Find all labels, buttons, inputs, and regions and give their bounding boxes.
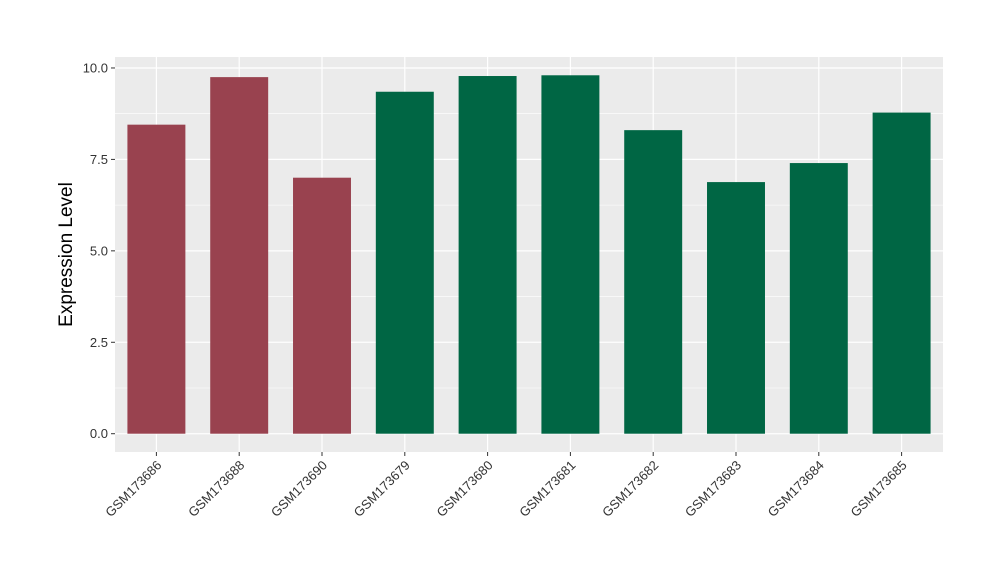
bar-GSM173684: [789, 163, 848, 434]
bar-GSM173679: [375, 91, 434, 434]
x-tick-label: GSM173688: [185, 458, 247, 520]
x-tick-label: GSM173681: [516, 458, 578, 520]
bar-GSM173682: [624, 130, 683, 434]
bar-GSM173683: [707, 182, 765, 434]
y-tick-label: 5.0: [90, 243, 108, 258]
bar-GSM173681: [541, 75, 600, 434]
y-tick-label: 2.5: [90, 335, 108, 350]
y-axis-ticks: 0.0 2.5 5.0 7.5 10.0: [83, 60, 115, 441]
x-tick-label: GSM173682: [599, 458, 661, 520]
x-tick-label: GSM173690: [268, 458, 330, 520]
x-tick-label: GSM173686: [102, 458, 164, 520]
y-tick-label: 7.5: [90, 152, 108, 167]
bar-GSM173690: [293, 177, 351, 434]
bar-GSM173685: [872, 112, 931, 434]
y-tick-label: 10.0: [83, 60, 108, 75]
x-tick-label: GSM173684: [765, 458, 827, 520]
bars: [127, 75, 931, 434]
x-tick-label: GSM173679: [351, 458, 413, 520]
x-tick-label: GSM173680: [433, 458, 495, 520]
y-axis-title: Expression Level: [56, 182, 77, 327]
x-axis-ticks: GSM173686 GSM173688 GSM173690 GSM173679 GSM1…: [102, 452, 910, 520]
bar-GSM173680: [458, 76, 517, 434]
y-tick-label: 0.0: [90, 426, 108, 441]
bar-GSM173686: [127, 124, 186, 434]
bar-GSM173688: [210, 77, 269, 434]
x-tick-label: GSM173685: [847, 458, 909, 520]
x-tick-label: GSM173683: [682, 458, 744, 520]
